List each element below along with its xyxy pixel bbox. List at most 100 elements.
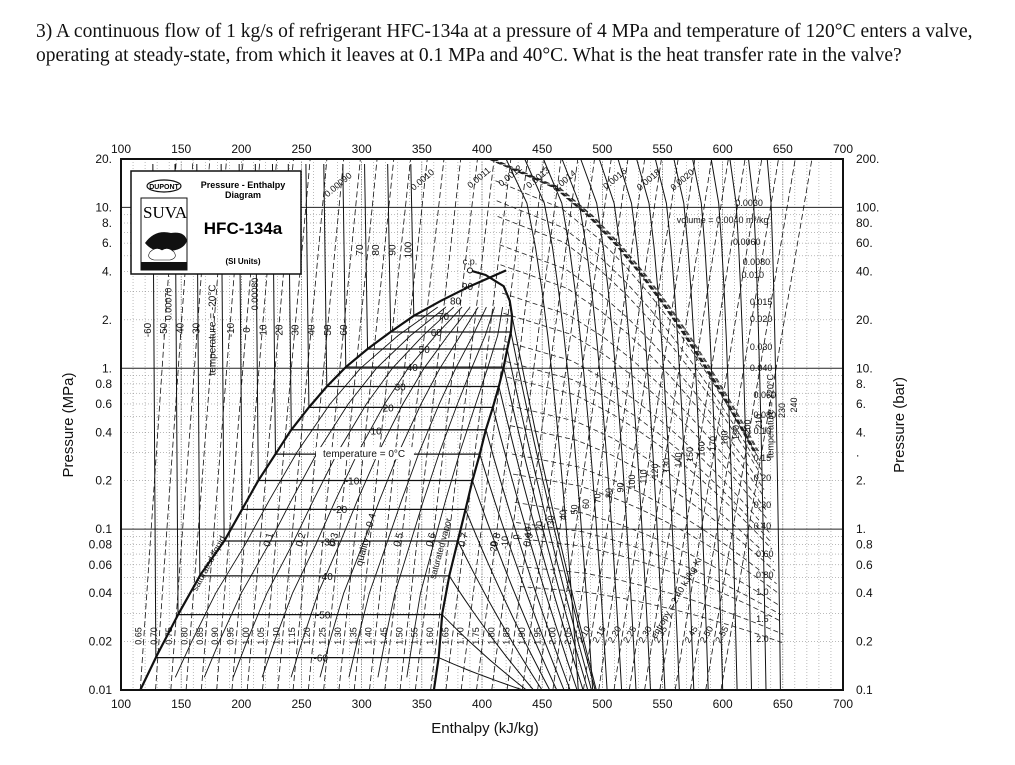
isotherm-label: -60 bbox=[314, 654, 329, 665]
y-tick-right: 0.4 bbox=[856, 586, 873, 600]
liquid-temp-label: 90 bbox=[387, 244, 398, 256]
vapor-temp-label: temperature = 220°C bbox=[766, 374, 776, 458]
legend-title-line2: Diagram bbox=[225, 190, 261, 200]
volume-label: 0.0030 bbox=[735, 198, 763, 208]
entropy-label: 1.20 bbox=[302, 627, 312, 645]
entropy-label: 1.40 bbox=[364, 627, 374, 645]
x-tick-bottom: 400 bbox=[472, 697, 492, 711]
volume-label: 0.040 bbox=[750, 363, 773, 373]
x-tick-bottom: 700 bbox=[833, 697, 853, 711]
liquid-temp-label: 50 bbox=[323, 324, 334, 336]
entropy-label: 2.00 bbox=[548, 627, 558, 645]
entropy-label: 0.70 bbox=[149, 627, 159, 645]
dupont-brand-text: DUPONT bbox=[149, 184, 179, 191]
liquid-temp-label: 60 bbox=[339, 324, 350, 336]
volume-label: 0.0013 bbox=[524, 165, 552, 190]
y-tick-right: 20. bbox=[856, 313, 873, 327]
liquid-temp-label: -30 bbox=[191, 322, 202, 337]
liquid-temp-label: -40 bbox=[175, 322, 186, 337]
vapor-temp-label: 0 bbox=[512, 534, 522, 539]
entropy-label: 1.90 bbox=[517, 627, 527, 645]
x-tick-bottom: 250 bbox=[291, 697, 311, 711]
entropy-label: 0.65 bbox=[133, 627, 143, 645]
entropy-label: 1.65 bbox=[440, 627, 450, 645]
entropy-label: 1.15 bbox=[287, 627, 297, 645]
liquid-temp-label: 10 bbox=[258, 324, 269, 336]
vapor-temp-label: 50 bbox=[569, 504, 579, 514]
y-tick-left: 6. bbox=[102, 236, 112, 250]
volume-label: 0.020 bbox=[750, 314, 773, 324]
units-label: (SI Units) bbox=[225, 257, 260, 266]
volume-label: 0.40 bbox=[754, 521, 772, 531]
isotherm-label: 90 bbox=[462, 282, 474, 293]
quality-label: quality = 0.4 bbox=[354, 512, 379, 568]
quality-label: 0.2 bbox=[294, 531, 308, 548]
y-tick-right: 1. bbox=[856, 522, 866, 536]
volume-label: 0.00070 bbox=[164, 288, 174, 321]
quality-label: 0.6 bbox=[424, 531, 438, 548]
x-tick-bottom: 650 bbox=[773, 697, 793, 711]
x-tick-bottom: 600 bbox=[713, 697, 733, 711]
x-tick-top: 300 bbox=[352, 142, 372, 156]
y-tick-left: 8. bbox=[102, 216, 112, 230]
x-tick-top: 500 bbox=[592, 142, 612, 156]
volume-label: 1.0 bbox=[756, 587, 769, 597]
y-tick-right: 8. bbox=[856, 377, 866, 391]
vapor-temp-label: 60 bbox=[581, 499, 591, 509]
legend-title-line1: Pressure - Enthalpy bbox=[201, 180, 286, 190]
x-tick-top: 700 bbox=[833, 142, 853, 156]
x-tick-bottom: 500 bbox=[592, 697, 612, 711]
volume-label: 0.0010 bbox=[409, 167, 437, 192]
vapor-temp-label: 70 bbox=[592, 493, 602, 503]
y-tick-left: 0.02 bbox=[89, 635, 113, 649]
isotherm-label: -10 bbox=[345, 477, 360, 488]
isotherm-label: 50 bbox=[419, 345, 431, 356]
isotherm-label: -30 bbox=[321, 537, 336, 548]
vapor-temp-label: 190 bbox=[731, 425, 741, 440]
entropy-label: 0.90 bbox=[210, 627, 220, 645]
quality-label: 0.5 bbox=[392, 531, 406, 548]
y-tick-left: 0.08 bbox=[89, 538, 113, 552]
x-tick-bottom: 150 bbox=[171, 697, 191, 711]
axis-ticks: 1001001501502002002502503003003503504004… bbox=[89, 142, 880, 711]
liquid-temp-label: 100 bbox=[403, 241, 414, 258]
isotherm-label: 20 bbox=[383, 404, 395, 415]
volume-label: 0.00090 bbox=[322, 170, 353, 199]
isotherm-label: 70 bbox=[438, 312, 450, 323]
y-tick-right: 0.6 bbox=[856, 558, 873, 572]
liquid-temp-label: 30 bbox=[291, 324, 302, 336]
entropy-label: 1.95 bbox=[532, 627, 542, 645]
volume-label: 0.080 bbox=[754, 410, 777, 420]
entropy-label: 1.60 bbox=[425, 627, 435, 645]
y-tick-right: 0.8 bbox=[856, 538, 873, 552]
isotherm-0c-label: temperature = 0°C bbox=[323, 449, 405, 460]
y-tick-left: 0.4 bbox=[95, 425, 112, 439]
isotherm-label: 40 bbox=[407, 363, 419, 374]
entropy-label: 1.50 bbox=[394, 627, 404, 645]
vapor-temp-label: 170 bbox=[708, 436, 718, 451]
volume-label: 0.15 bbox=[754, 453, 772, 463]
isotherm-label: 10 bbox=[371, 427, 383, 438]
vapor-temp-label: 200 bbox=[743, 419, 753, 434]
liquid-temp-label: -60 bbox=[143, 322, 154, 337]
x-tick-bottom: 550 bbox=[652, 697, 672, 711]
y-axis-title-left: Pressure (MPa) bbox=[60, 372, 77, 477]
y-tick-left: 0.06 bbox=[89, 558, 113, 572]
volume-label: 0.00080 bbox=[250, 278, 260, 311]
liquid-temp-label: 80 bbox=[371, 244, 382, 256]
liquid-temp-label: temperature = -20°C bbox=[208, 285, 219, 376]
volume-label: 0.20 bbox=[754, 473, 772, 483]
vapor-temp-label: 40 bbox=[558, 510, 568, 520]
y-tick-left: 0.8 bbox=[95, 377, 112, 391]
volume-label: 0.10 bbox=[754, 426, 772, 436]
y-tick-right: 0.1 bbox=[856, 683, 873, 697]
x-tick-bottom: 350 bbox=[412, 697, 432, 711]
liquid-temp-label: -10 bbox=[226, 322, 237, 337]
quality-label: 0.1 bbox=[262, 531, 276, 548]
x-tick-top: 650 bbox=[773, 142, 793, 156]
problem-statement: 3) A continuous flow of 1 kg/s of refrig… bbox=[36, 21, 973, 66]
y-tick-right: . bbox=[856, 445, 859, 459]
vapor-temp-label: 130 bbox=[662, 458, 672, 473]
vapor-temp-label: 80 bbox=[604, 488, 614, 498]
